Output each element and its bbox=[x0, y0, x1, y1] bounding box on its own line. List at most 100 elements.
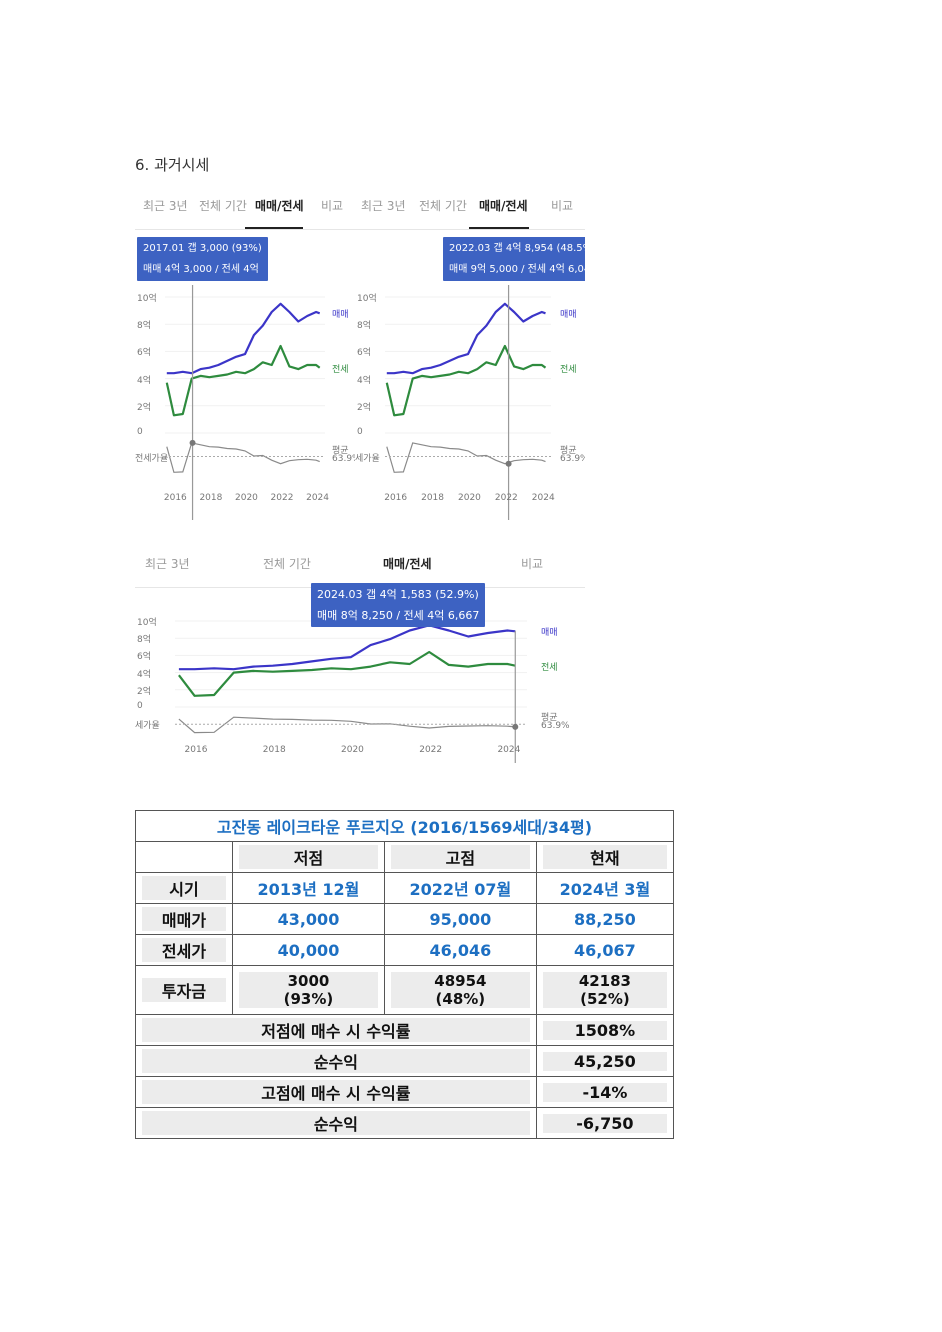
x-tick-label: 2016 bbox=[184, 745, 208, 755]
tab-compare[interactable]: 비교 bbox=[551, 199, 574, 213]
row-label-jeonse: 전세가 bbox=[142, 938, 226, 962]
y-tick-label: 4억 bbox=[357, 375, 372, 386]
y-tick-label: 2억 bbox=[357, 402, 372, 413]
row-label-investment: 투자금 bbox=[142, 978, 226, 1002]
table-row: 순수익 -6,750 bbox=[135, 1107, 675, 1139]
x-tick-label: 2020 bbox=[458, 493, 481, 503]
jeonse-price-line bbox=[165, 344, 321, 417]
y-tick-label: 4억 bbox=[137, 669, 152, 680]
sale-series-label: 매매 bbox=[541, 628, 558, 639]
summary-value-high-return: -14% bbox=[542, 1082, 667, 1102]
jeonse-price-line bbox=[178, 650, 516, 697]
sale-series-label: 매매 bbox=[332, 310, 349, 321]
investment-low: 3000 (93%) bbox=[239, 972, 378, 1008]
sale-price-line bbox=[166, 302, 321, 375]
average-label: 평균 bbox=[541, 713, 558, 724]
tab-sale-jeonse[interactable]: 매매/전세 bbox=[383, 557, 432, 571]
average-label: 평균 bbox=[560, 445, 577, 456]
tooltip-line-2: 매매 4억 3,000 / 전세 4억 bbox=[143, 264, 259, 275]
x-tick-label: 2022 bbox=[494, 493, 518, 503]
summary-label-low-return: 저점에 매수 시 수익률 bbox=[142, 1018, 530, 1042]
x-tick-label: 2020 bbox=[341, 745, 364, 755]
x-tick-label: 2024 bbox=[306, 493, 330, 503]
tooltip-line-1: 2017.01 갭 3,000 (93%) bbox=[143, 243, 262, 254]
tab-sale-jeonse[interactable]: 매매/전세 bbox=[255, 199, 304, 213]
x-tick-label: 2018 bbox=[199, 493, 223, 503]
table-title: 고잔동 레이크타운 푸르지오 (2016/1569세대/34평) bbox=[135, 810, 674, 842]
sale-high: 95,000 bbox=[383, 903, 537, 935]
tab-recent-3y[interactable]: 최근 3년 bbox=[145, 557, 190, 571]
ratio-axis-label: 세가율 bbox=[355, 453, 380, 464]
ratio-marker-dot bbox=[512, 723, 519, 730]
table-row: 투자금 3000 (93%) 48954 (48%) 42183 (52%) bbox=[135, 965, 675, 1015]
header-low: 저점 bbox=[239, 845, 378, 869]
y-tick-label: 6억 bbox=[137, 652, 152, 663]
summary-value-low-return: 1508% bbox=[542, 1020, 667, 1040]
tooltip-line-1: 2024.03 갭 4억 1,583 (52.9%) bbox=[317, 588, 479, 601]
tab-recent-3y[interactable]: 최근 3년 bbox=[361, 199, 406, 213]
summary-label-low-profit: 순수익 bbox=[142, 1049, 530, 1073]
sale-price-line bbox=[178, 624, 516, 671]
tab-recent-3y[interactable]: 최근 3년 bbox=[143, 199, 188, 213]
jeonse-ratio-line bbox=[386, 442, 546, 473]
table-row: 전세가 40,000 46,046 46,067 bbox=[135, 934, 675, 966]
sale-series-label: 매매 bbox=[560, 310, 577, 321]
chart-svg bbox=[175, 620, 527, 763]
period-current: 2024년 3월 bbox=[535, 872, 675, 904]
tab-all-period[interactable]: 전체 기간 bbox=[199, 199, 247, 213]
jeonse-series-label: 전세 bbox=[541, 662, 558, 673]
tab-all-period[interactable]: 전체 기간 bbox=[263, 557, 311, 571]
sale-current: 88,250 bbox=[535, 903, 675, 935]
hover-tooltip: 2022.03 갭 4억 8,954 (48.5%) 매매 9억 5,000 / … bbox=[443, 237, 585, 281]
average-value: 63.9% bbox=[541, 721, 570, 732]
sale-low: 43,000 bbox=[232, 903, 385, 935]
y-tick-label: 8억 bbox=[137, 321, 152, 332]
x-tick-label: 2024 bbox=[531, 493, 555, 503]
y-tick-label: 0 bbox=[137, 701, 143, 711]
header-current: 현재 bbox=[542, 845, 667, 869]
x-tick-label: 2020 bbox=[235, 493, 258, 503]
ratio-marker-dot bbox=[189, 439, 196, 446]
table-row: 고점에 매수 시 수익률 -14% bbox=[135, 1076, 675, 1108]
jeonse-ratio-line bbox=[166, 442, 320, 473]
x-tick-label: 2016 bbox=[163, 493, 187, 503]
jeonse-price-line bbox=[385, 344, 547, 417]
tab-all-period[interactable]: 전체 기간 bbox=[419, 199, 467, 213]
average-label: 평균 bbox=[332, 445, 349, 456]
hover-tooltip: 2024.03 갭 4억 1,583 (52.9%) 매매 8억 8,250 / … bbox=[311, 583, 486, 627]
y-tick-label: 2억 bbox=[137, 686, 152, 697]
tab-compare[interactable]: 비교 bbox=[521, 557, 544, 571]
tab-sale-jeonse[interactable]: 매매/전세 bbox=[479, 199, 528, 213]
y-tick-label: 8억 bbox=[357, 321, 372, 332]
table-row: 매매가 43,000 95,000 88,250 bbox=[135, 903, 675, 935]
period-low: 2013년 12월 bbox=[232, 872, 385, 904]
ratio-axis-label: 세가율 bbox=[135, 721, 160, 732]
y-tick-label: 10억 bbox=[137, 294, 157, 304]
y-tick-label: 6억 bbox=[137, 348, 152, 359]
tooltip-line-2: 매매 8억 8,250 / 전세 4억 6,667 bbox=[317, 609, 480, 622]
ratio-axis-label: 전세가율 bbox=[135, 453, 169, 464]
tab-compare[interactable]: 비교 bbox=[321, 199, 344, 213]
sale-price-line bbox=[386, 302, 546, 375]
y-tick-label: 2억 bbox=[137, 402, 152, 413]
table-row: 시기 2013년 12월 2022년 07월 2024년 3월 bbox=[135, 872, 675, 904]
summary-value-high-profit: -6,750 bbox=[542, 1113, 667, 1133]
x-tick-label: 2016 bbox=[384, 493, 408, 503]
jeonse-high: 46,046 bbox=[383, 934, 537, 966]
x-tick-label: 2022 bbox=[419, 745, 443, 755]
row-label-sale: 매매가 bbox=[142, 907, 226, 931]
summary-value-low-profit: 45,250 bbox=[542, 1051, 667, 1071]
y-tick-label: 6억 bbox=[357, 348, 372, 359]
jeonse-ratio-line bbox=[178, 716, 516, 734]
investment-current: 42183 (52%) bbox=[542, 972, 667, 1008]
price-chart-panel-1: 최근 3년 전체 기간 매매/전세 비교 10억 8억 6억 4억 2억 0 매매 전세 전세가율 평균 6… bbox=[135, 185, 357, 530]
jeonse-current: 46,067 bbox=[535, 934, 675, 966]
table-header-row: 저점 고점 현재 bbox=[135, 841, 675, 873]
table-row: 순수익 45,250 bbox=[135, 1045, 675, 1077]
price-chart-panel-3: 최근 3년 전체 기간 매매/전세 비교 10억 8억 6억 4억 2억 0 매매 전세 세가율 평균 63… bbox=[135, 543, 585, 773]
header-high: 고점 bbox=[390, 845, 530, 869]
period-high: 2022년 07월 bbox=[383, 872, 537, 904]
tooltip-line-2: 매매 9억 5,000 / 전세 4억 6,046 bbox=[449, 264, 585, 275]
x-tick-label: 2018 bbox=[262, 745, 286, 755]
row-label-period: 시기 bbox=[142, 876, 226, 900]
